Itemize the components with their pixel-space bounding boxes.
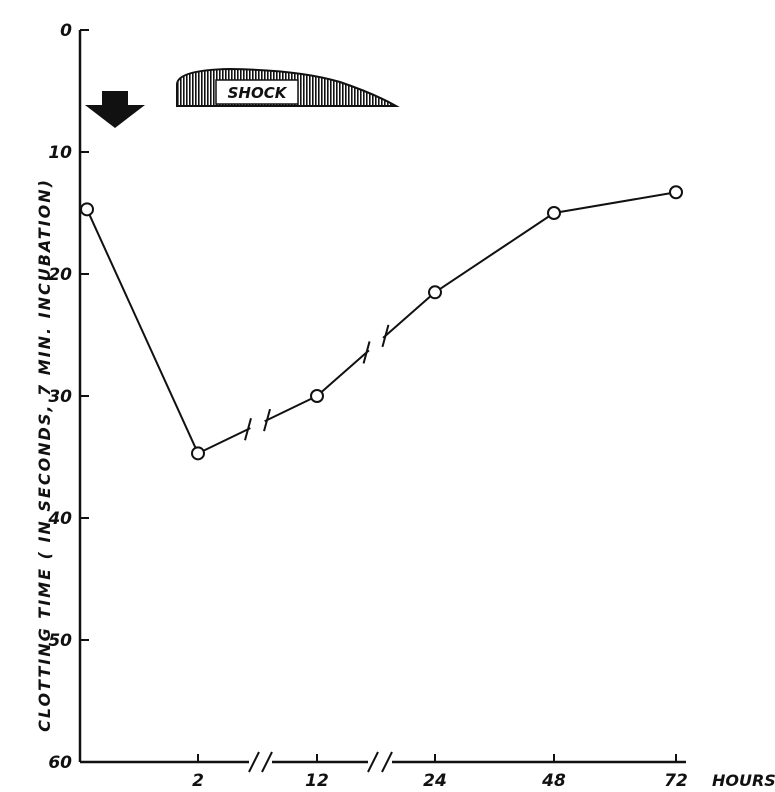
series-line-segment [382,291,436,339]
data-point [547,206,561,220]
series-line-segment [434,212,555,294]
series-clotting-time [80,185,683,461]
series-break-mark [362,341,371,364]
x-axis-break-mark [367,751,379,773]
x-axis-break-mark [381,751,393,773]
data-point [80,202,94,217]
series-line-segment [553,191,677,214]
x-unit-label: HOURS [712,771,775,790]
y-tick-label: 50 [48,631,72,651]
y-tick-label: 0 [60,21,72,41]
series-break-mark [244,417,252,441]
x-axis [80,751,686,773]
x-axis-break-mark [261,751,273,773]
x-tick-label: 48 [541,771,566,791]
x-tick-label: 12 [305,771,329,791]
y-tick-label: 40 [47,509,72,529]
y-tick-label: 30 [48,387,72,407]
series-break-mark [263,408,271,432]
x-axis-break-mark [248,751,260,773]
shock-band: SHOCK [176,67,400,107]
x-tick-label: 72 [664,771,688,791]
series-line-segment [316,349,370,397]
y-ticks: 0 10 20 30 40 50 60 [47,21,89,773]
shock-label: SHOCK [228,84,288,102]
data-point [191,446,205,461]
injection-arrow-icon [85,91,145,128]
series-line-segment [197,427,251,455]
y-tick-label: 20 [48,265,72,285]
data-point [669,185,683,200]
x-tick-label: 24 [423,771,447,791]
y-tick-label: 10 [48,143,72,163]
series-line-segment [86,208,199,454]
y-tick-label: 60 [48,753,72,773]
y-axis-title: CLOTTING TIME ( IN SECONDS, 7 MIN. INCUB… [35,178,54,732]
x-ticks: 2 12 24 48 72 [192,754,688,791]
data-point [310,389,324,403]
series-break-mark [381,324,390,348]
data-point [428,285,442,300]
x-tick-label: 2 [192,771,204,791]
series-line-segment [264,395,318,423]
